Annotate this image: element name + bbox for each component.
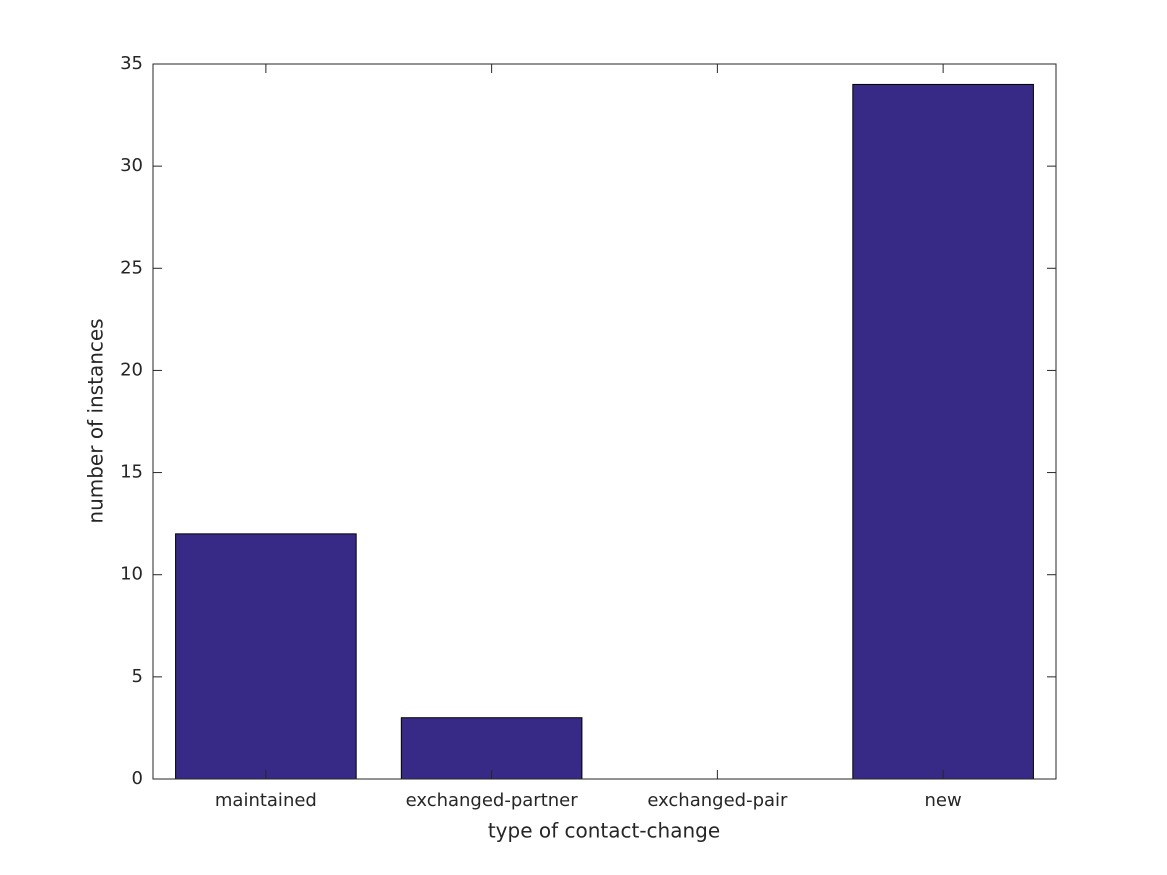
axes-box [152, 63, 1057, 780]
x-tick-label: maintained [215, 790, 317, 811]
x-tick-label: exchanged-pair [647, 790, 788, 811]
y-tick-label: 0 [132, 768, 143, 789]
y-tick-label: 30 [120, 155, 143, 176]
bar [400, 717, 583, 780]
x-tick-label: exchanged-partner [406, 790, 579, 811]
y-tick-label: 5 [132, 666, 143, 687]
y-tick-label: 20 [120, 359, 143, 380]
y-axis-label: number of instances [84, 318, 108, 523]
x-tick-label: new [925, 790, 962, 811]
y-tick-label: 10 [120, 564, 143, 585]
y-tick-label: 15 [120, 462, 143, 483]
y-tick-label: 25 [120, 257, 143, 278]
y-tick-label: 35 [120, 53, 143, 74]
bar [852, 83, 1034, 780]
x-axis-label: type of contact-change [488, 819, 720, 843]
bar [175, 533, 357, 780]
